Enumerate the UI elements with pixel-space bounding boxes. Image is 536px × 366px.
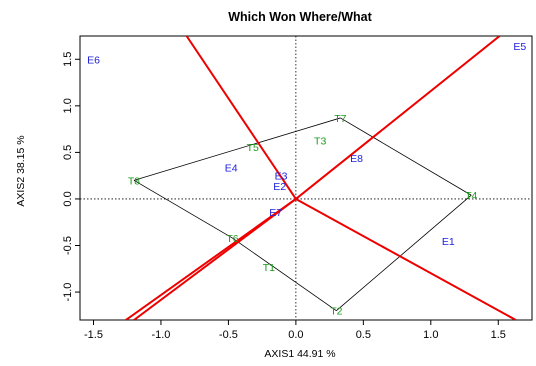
point-label-t6: T6 — [226, 233, 238, 245]
x-tick-label: -1.0 — [151, 329, 170, 341]
chart-title: Which Won Where/What — [228, 10, 372, 24]
y-axis-label: AXIS2 38.15 % — [15, 135, 27, 206]
point-label-e3: E3 — [275, 171, 288, 183]
sector-ray — [295, 198, 517, 320]
y-axis: -1.0 -0.5 0.0 0.5 1.0 1.5 — [62, 52, 80, 302]
x-axis-label: AXIS1 44.91 % — [264, 348, 335, 360]
polygon-edge — [133, 179, 233, 239]
polygon-group — [133, 117, 472, 312]
reference-lines — [80, 36, 532, 320]
point-label-e7: E7 — [269, 207, 282, 219]
point-label-e1: E1 — [442, 236, 455, 248]
plot-area — [79, 35, 533, 321]
y-tick-label: -1.0 — [62, 283, 74, 302]
point-label-e2: E2 — [273, 181, 286, 193]
x-tick-label: -1.5 — [84, 329, 103, 341]
y-tick-label: -0.5 — [62, 236, 74, 255]
y-tick-label: 0.5 — [62, 145, 74, 160]
point-label-t7: T7 — [334, 113, 346, 125]
x-tick-label: 0.0 — [288, 329, 303, 341]
point-label-e4: E4 — [225, 162, 238, 174]
point-label-e8: E8 — [350, 153, 363, 165]
point-label-e6: E6 — [87, 54, 100, 66]
x-tick-label: -0.5 — [219, 329, 238, 341]
sector-rays — [125, 36, 517, 320]
point-label-t2: T2 — [330, 306, 342, 318]
sector-ray — [133, 198, 297, 320]
polygon-edge — [232, 237, 337, 312]
y-tick-label: 1.5 — [62, 52, 74, 67]
x-tick-label: 1.0 — [423, 329, 438, 341]
x-tick-label: 1.5 — [491, 329, 506, 341]
plot-border — [79, 35, 533, 321]
polygon-edge — [133, 117, 341, 181]
sector-ray — [185, 36, 297, 200]
point-label-t3: T3 — [314, 135, 326, 147]
x-axis: -1.5 -1.0 -0.5 0.0 0.5 1.0 1.5 — [84, 320, 506, 341]
point-label-t4: T4 — [465, 190, 477, 202]
point-label-e5: E5 — [513, 41, 526, 53]
point-label-t1: T1 — [263, 262, 275, 274]
y-tick-label: 0.0 — [62, 191, 74, 206]
sector-ray — [295, 36, 501, 200]
y-tick-label: 1.0 — [62, 98, 74, 113]
polygon-edge — [336, 194, 472, 311]
x-tick-label: 0.5 — [356, 329, 371, 341]
point-label-t5: T5 — [247, 142, 259, 154]
point-label-t8: T8 — [128, 175, 140, 187]
polygon-edge — [340, 117, 472, 196]
